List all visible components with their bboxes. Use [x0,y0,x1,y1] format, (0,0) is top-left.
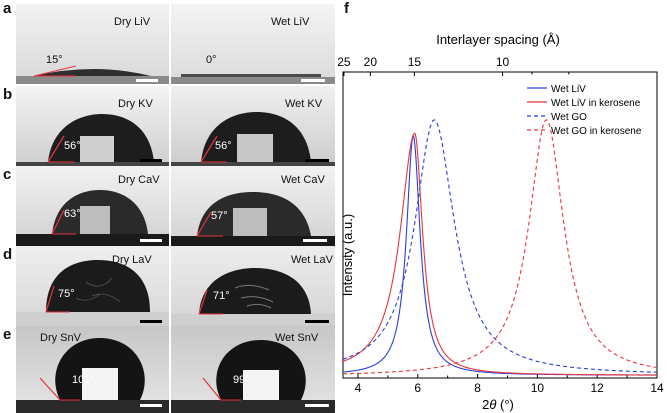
chart-legend: Wet LiV Wet LiV in kerosene Wet GO Wet GO i… [527,84,642,137]
angle-dry-kv: 56° [64,140,81,152]
droplet-photo-dry-cav: Dry CaV 63° [16,166,169,246]
x-tick-label: 14 [650,381,664,395]
series-line-wet-go-in-kerosene [342,119,658,375]
x-tick-label: 10 [531,381,545,395]
droplet-illustration [16,326,169,413]
droplet-illustration [16,86,169,166]
scale-bar [305,320,329,323]
panel-label-b: b [3,86,13,103]
caption-dry-liv: Dry LiV [114,16,151,28]
scale-bar [140,239,162,242]
scale-bar [305,159,329,162]
caption-wet-kv: Wet KV [285,98,323,110]
angle-wet-lav: 71° [213,290,230,302]
scale-bar [136,79,158,82]
caption-dry-cav: Dry CaV [118,174,160,186]
panel-label-a: a [3,0,12,17]
scale-bar [140,320,162,323]
legend-entry: Wet GO in kerosene [551,126,642,137]
droplet-photo-wet-cav: Wet CaV 57° [171,166,335,246]
chart-series [342,119,658,376]
droplet-photo-dry-liv: Dry LiV 15° [16,4,169,84]
droplet-illustration [16,246,169,326]
angle-dry-cav: 63° [64,208,81,220]
top-tick-label: 10 [496,55,510,69]
angle-wet-kv: 56° [215,140,232,152]
series-line-wet-go [342,119,658,373]
caption-wet-lav: Wet LaV [291,254,333,266]
plot-frame [342,71,658,379]
scale-bar [140,404,162,407]
caption-wet-liv: Wet LiV [271,16,310,28]
caption-dry-kv: Dry KV [118,98,153,110]
scale-bar [301,79,325,82]
angle-wet-snv: 99° [233,374,250,386]
droplet-illustration [171,4,335,84]
droplet-photo-dry-lav: Dry LaV 75° [16,246,169,326]
panel-label-f: f [344,0,349,17]
caption-wet-snv: Wet SnV [275,332,319,344]
droplet-photo-wet-kv: Wet KV 56° [171,86,335,166]
top-tick-label: 20 [364,55,378,69]
angle-wet-cav: 57° [211,210,228,222]
droplet-illustration [171,246,335,326]
y-axis-label: Intensity (a.u.) [340,214,355,296]
caption-wet-cav: Wet CaV [281,174,325,186]
panel-label-e: e [3,326,12,343]
series-line-wet-liv [342,135,657,376]
x-tick-label: 4 [355,381,362,395]
droplet-photo-wet-snv: Wet SnV 99° [171,326,335,413]
droplet-photo-wet-lav: Wet LaV 71° [171,246,335,326]
caption-dry-lav: Dry LaV [112,254,152,266]
legend-entry: Wet LiV in kerosene [551,98,641,109]
x-tick-label: 12 [591,381,605,395]
top-tick-label: 25 [337,55,351,69]
scale-bar [140,159,162,162]
series-line-wet-liv-in-kerosene [342,132,657,376]
droplet-illustration [16,4,169,84]
angle-dry-liv: 15° [46,54,63,66]
xrd-chart: 4 6 8 10 12 14 25 20 15 10 Wet LiV Wet LiV in kero… [337,32,664,412]
droplet-illustration [16,166,169,246]
droplet-photo-wet-liv: Wet LiV 0° [171,4,335,84]
legend-entry: Wet LiV [551,84,586,95]
angle-wet-liv: 0° [206,54,217,66]
x-tick-label: 6 [414,381,421,395]
droplet-photo-dry-snv: Dry SnV 101° [16,326,169,413]
caption-dry-snv: Dry SnV [40,332,81,344]
top-tick-label: 15 [408,55,422,69]
x-axis-label: 2θ (°) [482,397,514,412]
legend-entry: Wet GO [551,112,587,123]
panel-label-d: d [3,246,13,263]
x-tick-label: 8 [474,381,481,395]
scale-bar [303,239,327,242]
angle-dry-lav: 75° [58,288,75,300]
panel-label-c: c [3,166,12,183]
droplet-illustration [171,166,335,246]
droplet-illustration [171,326,335,413]
droplet-illustration [171,86,335,166]
scale-bar [305,404,329,407]
chart-axes: 4 6 8 10 12 14 25 20 15 10 [337,55,664,395]
angle-dry-snv: 101° [72,374,95,386]
droplet-photo-dry-kv: Dry KV 56° [16,86,169,166]
top-axis-label: Interlayer spacing (Å) [436,32,560,47]
